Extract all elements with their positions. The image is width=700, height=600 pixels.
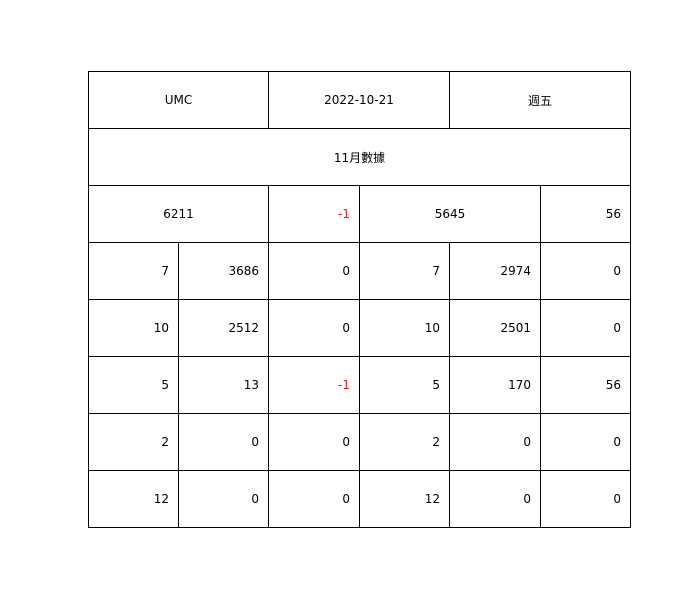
table-cell: 2 <box>88 413 179 471</box>
table-cell: 10 <box>88 299 179 357</box>
table-cell: 0 <box>178 470 269 528</box>
table-cell: 2501 <box>449 299 541 357</box>
table-row: 10 2512 0 10 2501 0 <box>88 299 631 357</box>
table-cell: 3686 <box>178 242 269 300</box>
table-cell: 13 <box>178 356 269 414</box>
table-cell: 0 <box>540 413 631 471</box>
table-cell: 0 <box>268 470 360 528</box>
header-row: UMC 2022-10-21 週五 <box>88 71 631 129</box>
table-cell: 0 <box>449 470 541 528</box>
section-title-row: 11月數據 <box>88 128 631 186</box>
table-row: 5 13 -1 5 170 56 <box>88 356 631 414</box>
table-cell: 12 <box>359 470 450 528</box>
table-cell: 0 <box>540 470 631 528</box>
left-total-cell: 6211 <box>88 185 269 243</box>
right-total-cell: 5645 <box>359 185 541 243</box>
table-cell: 0 <box>540 299 631 357</box>
weekday-cell: 週五 <box>449 71 631 129</box>
table-cell: 2974 <box>449 242 541 300</box>
company-cell: UMC <box>88 71 269 129</box>
table-cell: 7 <box>359 242 450 300</box>
table-cell: 0 <box>268 413 360 471</box>
table-cell: 0 <box>268 242 360 300</box>
section-title-cell: 11月數據 <box>88 128 631 186</box>
date-cell: 2022-10-21 <box>268 71 450 129</box>
table-row: 12 0 0 12 0 0 <box>88 470 631 528</box>
table-row: 7 3686 0 7 2974 0 <box>88 242 631 300</box>
table-cell: 2 <box>359 413 450 471</box>
right-change-cell: 56 <box>540 185 631 243</box>
table-cell: -1 <box>268 356 360 414</box>
table-cell: 56 <box>540 356 631 414</box>
table-cell: 170 <box>449 356 541 414</box>
table-cell: 7 <box>88 242 179 300</box>
table-cell: 0 <box>540 242 631 300</box>
table-cell: 0 <box>178 413 269 471</box>
left-change-cell: -1 <box>268 185 360 243</box>
table-cell: 2512 <box>178 299 269 357</box>
table-row: 2 0 0 2 0 0 <box>88 413 631 471</box>
table-cell: 5 <box>359 356 450 414</box>
table-cell: 0 <box>268 299 360 357</box>
table-cell: 10 <box>359 299 450 357</box>
table-cell: 5 <box>88 356 179 414</box>
summary-row: 6211 -1 5645 56 <box>88 185 631 243</box>
table-cell: 12 <box>88 470 179 528</box>
data-sheet-table: UMC 2022-10-21 週五 11月數據 6211 -1 5645 56 … <box>88 71 631 528</box>
table-cell: 0 <box>449 413 541 471</box>
